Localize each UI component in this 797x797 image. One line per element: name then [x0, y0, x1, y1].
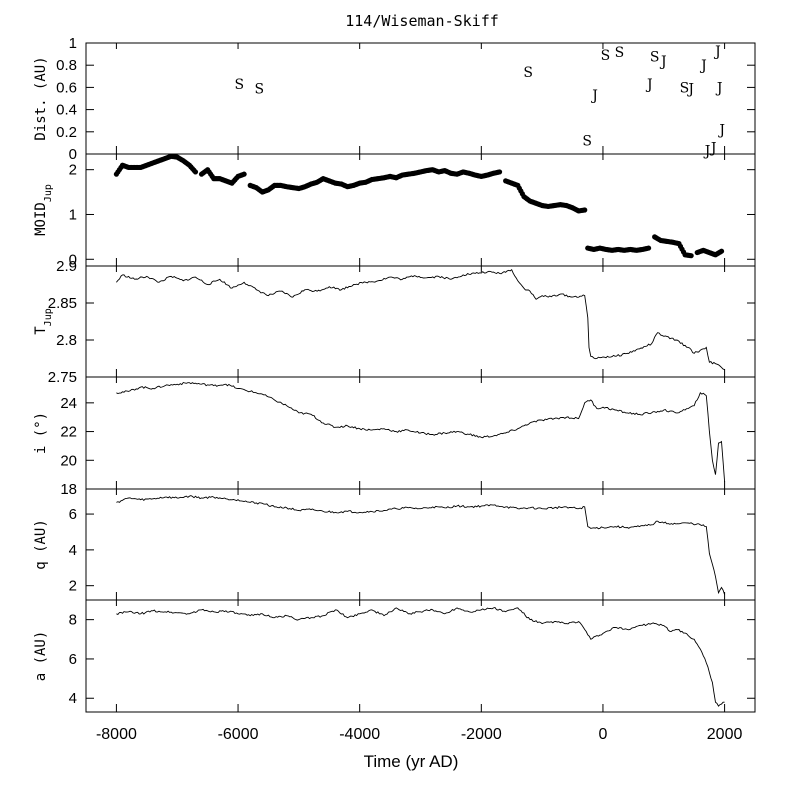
y-tick-label: 2.75	[48, 369, 77, 386]
y-tick-label: 1	[69, 206, 77, 223]
y-tick-label: 0	[69, 146, 77, 163]
y-tick-label: 8	[69, 612, 77, 629]
encounter-saturn: S	[255, 82, 265, 98]
encounter-jupiter: J	[703, 144, 711, 160]
incl-line	[116, 381, 726, 482]
encounter-saturn: S	[615, 45, 625, 61]
encounter-jupiter: J	[645, 77, 653, 93]
y-tick-label: 20	[60, 452, 77, 469]
y-axis-label: a (AU)	[33, 631, 49, 682]
y-axis-label: q (AU)	[33, 519, 49, 570]
y-axis-label-subscript: Jup	[43, 184, 54, 202]
moid-point	[496, 169, 503, 175]
encounter-saturn: S	[650, 49, 660, 65]
encounter-jupiter: J	[715, 80, 723, 96]
y-tick-label: 0.4	[56, 102, 77, 119]
encounter-saturn: S	[523, 65, 533, 81]
x-axis-label: Time (yr AD)	[364, 752, 459, 771]
y-tick-label: 0	[69, 251, 77, 268]
a-line	[116, 606, 725, 707]
moid-point	[718, 248, 725, 254]
panel-q: 2 4 6 q (AU)	[33, 488, 756, 601]
encounter-jupiter: J	[713, 44, 721, 60]
encounter-jupiter: J	[709, 140, 717, 156]
y-axis-label-subscript: Jup	[43, 308, 54, 326]
moid-point	[688, 253, 694, 259]
tjup-line	[116, 268, 725, 371]
y-tick-label: 1	[69, 35, 77, 52]
y-tick-label: 0.8	[56, 57, 77, 74]
y-tick-label: 0.6	[56, 79, 77, 96]
encounter-saturn: S	[582, 134, 592, 150]
y-tick-label: 2	[69, 162, 77, 179]
panel-incl: 18 20 22 24 i (°)	[33, 376, 756, 498]
encounter-jupiter: J	[717, 123, 725, 139]
panel-frame	[85, 488, 756, 601]
panel-frame	[85, 599, 756, 713]
x-tick-label: 0	[599, 726, 608, 743]
panel-moid: 0 1 2 MOIDJup	[33, 153, 756, 268]
y-tick-label: 24	[60, 395, 77, 412]
y-axis-label: TJup	[33, 308, 54, 335]
y-tick-label: 2.8	[56, 332, 77, 349]
y-tick-label: 2.85	[48, 295, 77, 312]
y-tick-label: 4	[69, 542, 77, 559]
y-tick-label: 2	[69, 578, 77, 595]
encounter-saturn: S	[680, 80, 690, 96]
x-tick-label: -8000	[96, 726, 137, 743]
moid-point	[241, 171, 247, 177]
encounter-jupiter: J	[659, 54, 667, 70]
panel-a: 4 6 8 a (AU)	[33, 599, 756, 713]
y-axis-label: MOIDJup	[33, 184, 54, 236]
y-tick-label: 4	[69, 690, 77, 707]
encounter-saturn: S	[601, 48, 611, 64]
x-axis: -8000 -6000 -4000 -2000 0 2000	[96, 726, 743, 743]
y-tick-label: 2.9	[56, 258, 77, 275]
y-tick-label: 6	[69, 651, 77, 668]
panel-frame	[85, 265, 756, 378]
y-tick-label: 0.2	[56, 124, 77, 141]
y-tick-label: 6	[69, 506, 77, 523]
encounter-saturn: S	[234, 77, 244, 93]
encounter-jupiter: J	[590, 88, 598, 104]
panel-tjup: 2.75 2.8 2.85 2.9 TJup	[33, 258, 756, 386]
x-tick-label: 2000	[707, 726, 743, 743]
y-axis-label: Dist. (AU)	[33, 56, 49, 140]
y-axis-label: i (°)	[33, 412, 49, 454]
moid-point	[645, 245, 652, 251]
y-tick-label: 22	[60, 424, 77, 441]
moid-point	[582, 207, 588, 213]
moid-point	[192, 169, 199, 175]
q-line	[116, 495, 726, 595]
chart-title: 114/Wiseman-Skiff	[345, 12, 499, 30]
x-tick-label: -4000	[339, 726, 380, 743]
x-tick-label: -2000	[461, 726, 502, 743]
encounter-jupiter: J	[699, 58, 707, 74]
y-tick-label: 18	[60, 481, 77, 498]
encounter-jupiter: J	[686, 82, 694, 98]
x-tick-label: -6000	[218, 726, 259, 743]
